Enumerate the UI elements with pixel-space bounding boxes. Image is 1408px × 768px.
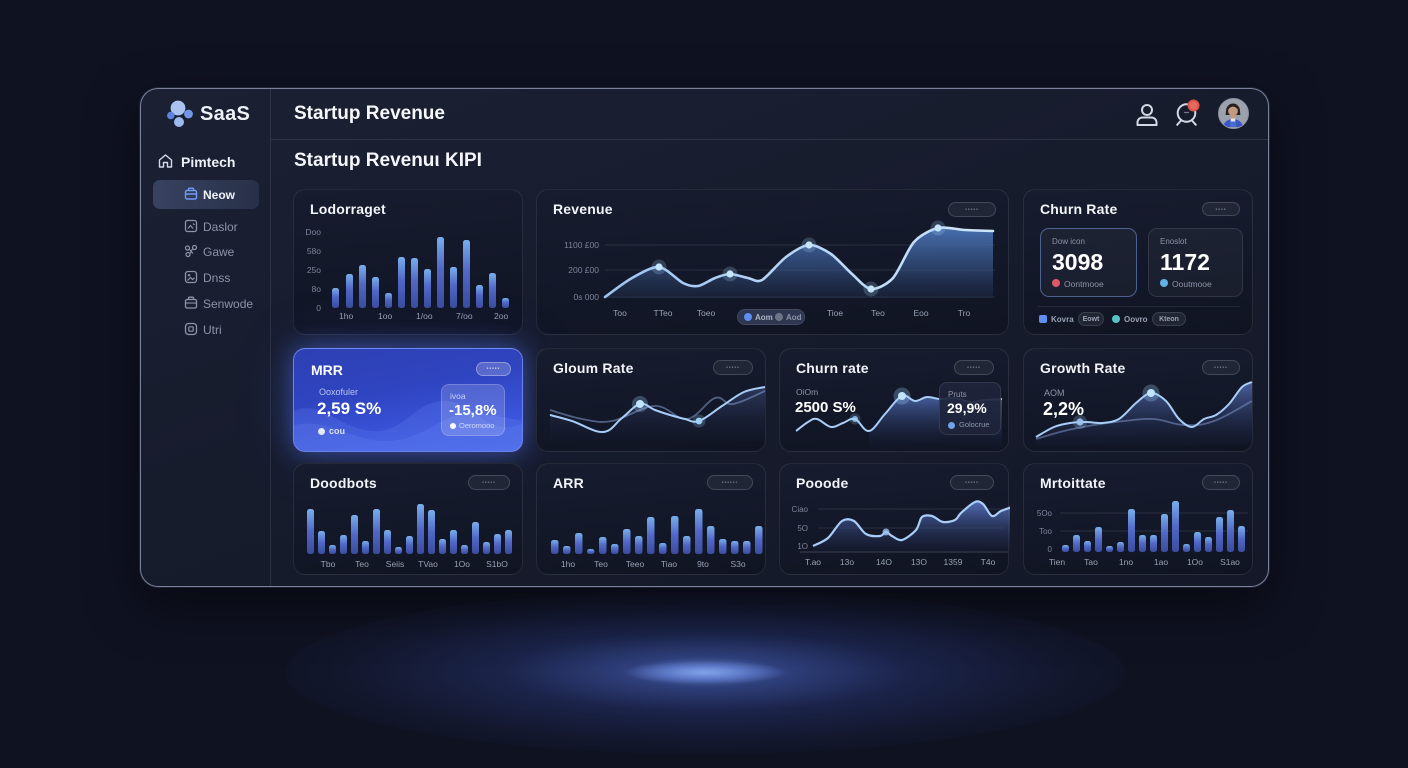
svg-text:1100 £00: 1100 £00: [564, 240, 599, 250]
svg-text:14O: 14O: [876, 557, 892, 567]
svg-text:1O: 1O: [797, 542, 808, 551]
svg-text:Tbo: Tbo: [321, 559, 336, 569]
svg-text:Tioe: Tioe: [827, 308, 843, 318]
svg-text:Doo: Doo: [305, 227, 321, 237]
svg-text:Ciao: Ciao: [792, 505, 809, 514]
svg-text:0: 0: [1048, 545, 1053, 554]
svg-text:1359: 1359: [944, 557, 963, 567]
svg-text:S1ao: S1ao: [1220, 557, 1240, 567]
svg-text:1oo: 1oo: [378, 311, 392, 321]
svg-text:Eoo: Eoo: [913, 308, 928, 318]
svg-text:S1bO: S1bO: [486, 559, 508, 569]
svg-text:5O: 5O: [797, 524, 808, 533]
svg-text:TVao: TVao: [418, 559, 438, 569]
svg-text:Too: Too: [613, 308, 627, 318]
svg-text:5Oo: 5Oo: [1037, 509, 1053, 518]
svg-text:Tao: Tao: [1084, 557, 1098, 567]
svg-text:25o: 25o: [307, 265, 321, 275]
svg-text:1ao: 1ao: [1154, 557, 1168, 567]
svg-text:TTeo: TTeo: [654, 308, 673, 318]
svg-text:1Oo: 1Oo: [1187, 557, 1203, 567]
svg-text:58o: 58o: [307, 246, 321, 256]
svg-text:Too: Too: [1039, 527, 1052, 536]
svg-text:S3o: S3o: [730, 559, 745, 569]
svg-text:0s 000: 0s 000: [573, 292, 599, 302]
svg-text:1/oo: 1/oo: [416, 311, 433, 321]
svg-text:Tiao: Tiao: [661, 559, 677, 569]
svg-text:Teo: Teo: [594, 559, 608, 569]
svg-text:Teo: Teo: [355, 559, 369, 569]
svg-text:T4o: T4o: [981, 557, 996, 567]
svg-text:Teeo: Teeo: [626, 559, 645, 569]
svg-text:9to: 9to: [697, 559, 709, 569]
svg-text:Seiis: Seiis: [386, 559, 404, 569]
svg-text:T.ao: T.ao: [805, 557, 821, 567]
svg-text:Teo: Teo: [871, 308, 885, 318]
svg-text:13O: 13O: [911, 557, 927, 567]
svg-text:Tien: Tien: [1049, 557, 1065, 567]
svg-text:Toeo: Toeo: [697, 308, 716, 318]
svg-text:13o: 13o: [840, 557, 854, 567]
svg-text:7/oo: 7/oo: [456, 311, 473, 321]
svg-text:8o: 8o: [312, 284, 322, 294]
svg-text:0: 0: [316, 303, 321, 313]
svg-text:1no: 1no: [1119, 557, 1133, 567]
svg-text:Tro: Tro: [958, 308, 971, 318]
svg-text:200 £00: 200 £00: [568, 265, 599, 275]
svg-text:1ho: 1ho: [339, 311, 353, 321]
svg-text:1ho: 1ho: [561, 559, 575, 569]
svg-text:1Oo: 1Oo: [454, 559, 470, 569]
svg-text:2oo: 2oo: [494, 311, 508, 321]
